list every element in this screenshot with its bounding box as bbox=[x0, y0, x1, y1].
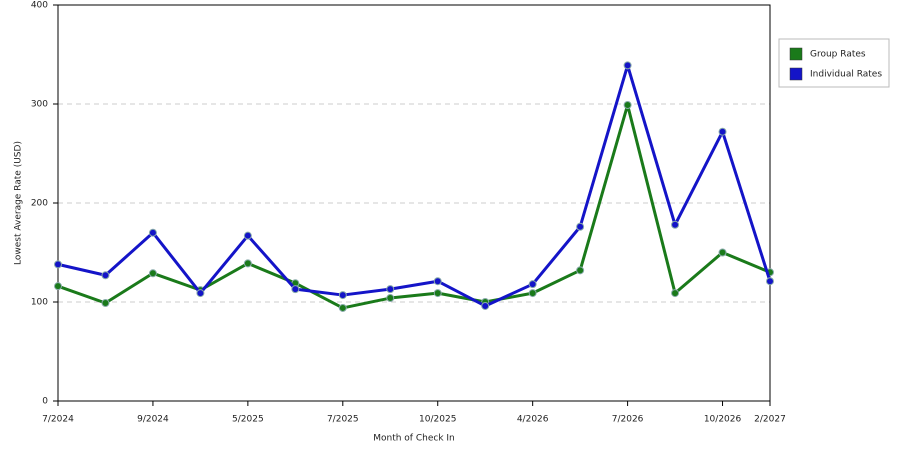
x-tick-label: 5/2025 bbox=[232, 415, 264, 425]
data-point bbox=[576, 266, 585, 275]
data-point bbox=[433, 289, 442, 298]
data-point bbox=[101, 298, 110, 307]
data-point bbox=[338, 303, 347, 312]
legend-label: Group Rates bbox=[810, 50, 866, 60]
plot-frame bbox=[57, 4, 771, 402]
y-axis-label: Lowest Average Rate (USD) bbox=[14, 141, 24, 265]
data-point bbox=[528, 280, 537, 289]
series-line bbox=[57, 103, 771, 310]
data-point bbox=[386, 294, 395, 303]
data-point bbox=[671, 289, 680, 298]
legend-swatch bbox=[789, 67, 803, 81]
data-point bbox=[54, 260, 62, 269]
x-tick-label: 10/2025 bbox=[419, 415, 456, 425]
data-point bbox=[243, 259, 252, 268]
y-tick-label: 300 bbox=[31, 100, 48, 110]
data-point bbox=[718, 127, 727, 136]
data-point bbox=[433, 277, 442, 286]
x-tick-label: 7/2025 bbox=[327, 415, 359, 425]
y-tick-label: 200 bbox=[31, 199, 48, 209]
data-point bbox=[101, 271, 110, 280]
data-point bbox=[623, 61, 632, 70]
x-axis-label: Month of Check In bbox=[373, 434, 455, 444]
data-point bbox=[243, 231, 252, 240]
x-tick-label: 7/2026 bbox=[612, 415, 644, 425]
data-point bbox=[148, 269, 157, 278]
y-tick-label: 100 bbox=[31, 298, 48, 308]
data-point bbox=[623, 100, 632, 109]
data-point bbox=[671, 220, 680, 229]
x-tick-label: 2/2027 bbox=[754, 415, 786, 425]
x-tick-label: 10/2026 bbox=[704, 415, 742, 425]
data-point bbox=[481, 301, 490, 310]
data-point bbox=[576, 222, 585, 231]
legend-swatch bbox=[789, 47, 803, 61]
series-line bbox=[57, 63, 772, 308]
data-point bbox=[766, 277, 774, 286]
x-tick-label: 4/2026 bbox=[517, 415, 549, 425]
data-point bbox=[718, 248, 727, 257]
data-point bbox=[386, 285, 395, 294]
x-tick-label: 7/2024 bbox=[42, 415, 74, 425]
data-point bbox=[196, 289, 205, 298]
data-point bbox=[528, 289, 537, 298]
x-tick-label: 9/2024 bbox=[137, 415, 169, 425]
data-point bbox=[148, 228, 157, 237]
y-tick-label: 400 bbox=[31, 1, 48, 11]
data-point bbox=[291, 285, 300, 294]
data-point bbox=[338, 291, 347, 300]
data-point bbox=[54, 282, 62, 291]
legend-label: Individual Rates bbox=[810, 70, 882, 80]
y-tick-label: 0 bbox=[42, 397, 48, 407]
